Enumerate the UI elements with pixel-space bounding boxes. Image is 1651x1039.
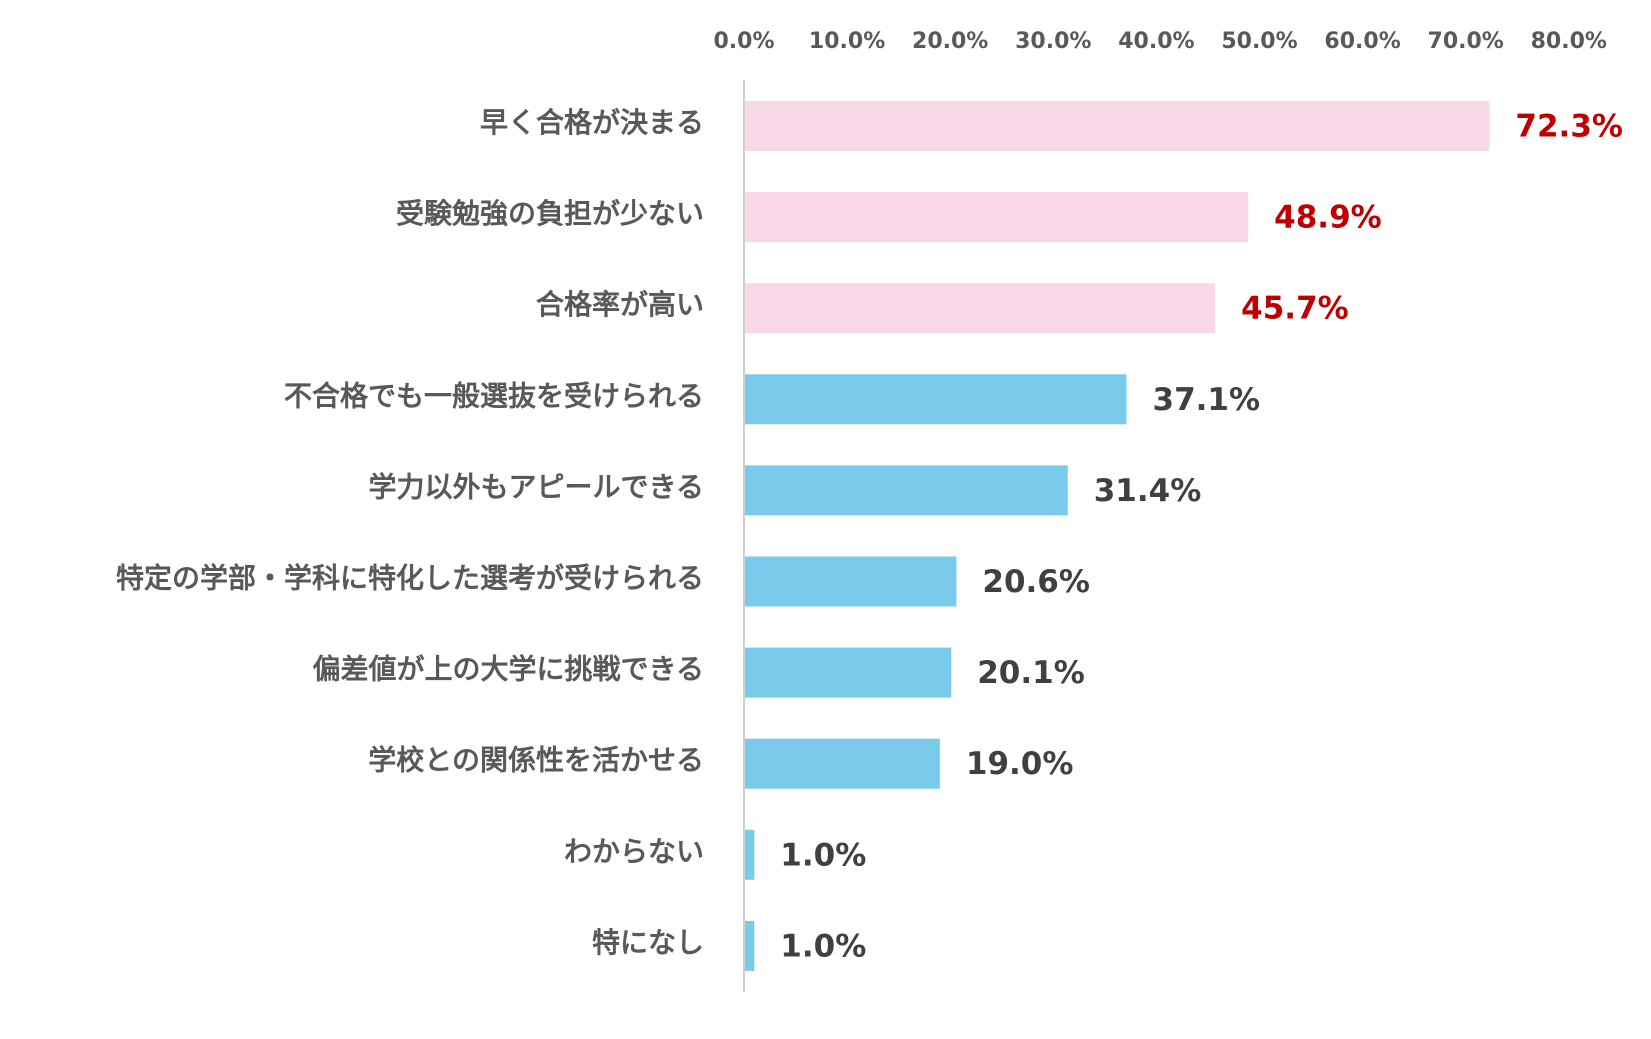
category-label: 合格率が高い	[536, 288, 704, 321]
bar	[745, 829, 755, 880]
data-label: 20.6%	[982, 564, 1090, 600]
data-label: 45.7%	[1241, 291, 1349, 327]
x-tick-label: 30.0%	[1015, 29, 1091, 54]
category-label: 偏差値が上の大学に挑戦できる	[313, 653, 704, 686]
x-tick-label: 40.0%	[1118, 29, 1194, 54]
category-label: 早く合格が決まる	[480, 106, 704, 139]
data-label: 1.0%	[780, 837, 866, 873]
data-label: 48.9%	[1274, 200, 1382, 236]
category-label: わからない	[564, 835, 704, 868]
bars	[745, 101, 1490, 971]
data-label: 20.1%	[977, 655, 1085, 691]
bar	[745, 283, 1216, 334]
category-labels: 早く合格が決まる受験勉強の負担が少ない合格率が高い不合格でも一般選抜を受けられる…	[116, 106, 704, 959]
data-label: 31.4%	[1094, 473, 1202, 509]
value-labels: 72.3% 48.9% 45.7% 37.1% 31.4% 20.6% 20.1% 19.0%…	[780, 109, 1623, 965]
category-label: 学力以外もアピールできる	[369, 470, 704, 503]
category-label: 受験勉強の負担が少ない	[396, 197, 704, 230]
data-label: 72.3%	[1515, 109, 1623, 145]
x-tick-label: 20.0%	[912, 29, 988, 54]
bar	[745, 738, 940, 789]
x-tick-label: 70.0%	[1428, 29, 1504, 54]
bar	[745, 192, 1249, 243]
category-label: 特になし	[592, 926, 704, 959]
bar	[745, 101, 1490, 151]
bar	[745, 465, 1068, 516]
data-label: 37.1%	[1153, 382, 1261, 418]
x-tick-label: 80.0%	[1531, 29, 1607, 54]
category-label: 学校との関係性を活かせる	[368, 744, 704, 777]
bar	[745, 647, 952, 698]
x-tick-label: 0.0%	[713, 29, 774, 54]
data-label: 1.0%	[780, 928, 866, 964]
bar	[745, 374, 1127, 425]
bar	[745, 556, 957, 607]
x-tick-label: 50.0%	[1221, 29, 1297, 54]
bar	[745, 920, 755, 971]
x-tick-label: 60.0%	[1324, 29, 1400, 54]
x-axis-ticks: 0.0% 10.0% 20.0% 30.0% 40.0% 50.0% 60.0% 70.0% 8…	[713, 29, 1606, 54]
x-tick-label: 10.0%	[809, 29, 885, 54]
data-label: 19.0%	[966, 746, 1074, 782]
category-label: 特定の学部・学科に特化した選考が受けられる	[116, 562, 704, 595]
category-label: 不合格でも一般選抜を受けられる	[284, 379, 704, 412]
